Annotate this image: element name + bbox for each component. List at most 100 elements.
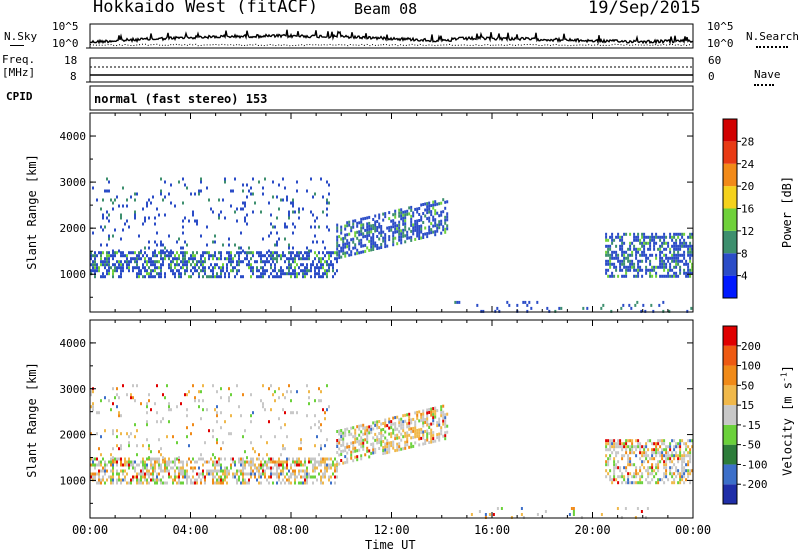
velocity-echo-cell [352,450,355,454]
power-echo-cell [304,257,306,261]
power-echo-cell [124,254,126,258]
power-echo-cell [182,251,184,255]
velocity-echo-cell [200,478,202,482]
velocity-echo-cell [675,466,678,470]
velocity-echo-cell [414,432,417,436]
velocity-echo-cell [272,460,274,464]
power-echo-cell [516,303,519,307]
power-echo-cell [675,247,678,251]
power-echo-cell [308,257,310,261]
power-echo-cell [628,303,631,307]
velocity-echo-cell [434,409,437,413]
velocity-echo-cell [430,434,433,438]
velocity-echo-cell [677,481,680,485]
velocity-echo-cell [621,472,624,476]
power-echo-cell [619,235,622,239]
velocity-echo-cell [226,466,228,470]
velocity-echo-cell [492,513,495,516]
velocity-echo-cell [340,429,343,432]
velocity-echo-cell [681,463,684,467]
velocity-echo-cell [120,481,122,485]
velocity-echo-cell [613,439,616,443]
velocity-echo-cell [154,460,156,464]
power-echo-cell [665,265,668,269]
power-echo-cell [134,251,136,255]
velocity-echo-cell [428,411,431,414]
power-echo-cell [194,263,196,267]
power-echo-cell [667,256,670,260]
power-echo-cell [164,272,166,276]
power-echo-cell [653,247,656,251]
power-echo-cell [623,256,626,260]
power-echo-cell [246,222,248,226]
power-echo-cell [372,224,375,227]
power-echo-cell [683,232,686,236]
power-echo-cell [112,263,114,267]
power-echo-cell [382,236,385,240]
power-echo-cell [671,235,674,239]
power-echo-cell [442,225,445,229]
power-echo-cell [220,272,222,276]
power-echo-cell [406,236,409,240]
velocity-echo-cell [146,472,148,476]
velocity-echo-cell [627,463,630,467]
power-echo-cell [677,253,680,257]
velocity-echo-cell [230,414,232,418]
velocity-echo-cell [613,445,616,449]
velocity-echo-cell [663,475,666,479]
power-echo-cell [238,260,240,264]
velocity-echo-cell [338,447,341,451]
power-echo-cell [673,256,676,260]
velocity-echo-cell [673,472,676,476]
power-echo-cell [414,225,417,229]
velocity-echo-cell [100,453,102,457]
velocity-echo-cell [258,469,260,473]
power-echo-cell [156,207,158,211]
power-echo-cell [446,212,449,216]
power-echo-cell [428,225,431,229]
velocity-echo-cell [683,451,686,455]
velocity-echo-cell [312,457,314,461]
power-echo-cell [148,246,150,250]
power-echo-cell [298,251,300,255]
velocity-echo-cell [248,460,250,464]
velocity-echo-cell [130,396,132,400]
power-echo-cell [262,266,264,270]
nsky-tick-top: 10^5 [52,20,79,33]
power-echo-cell [671,238,674,242]
velocity-echo-cell [144,475,146,479]
power-echo-cell [300,269,302,273]
velocity-echo-cell [304,478,306,482]
velocity-echo-cell [98,411,100,415]
power-echo-cell [627,247,630,251]
power-echo-cell [482,309,485,313]
velocity-echo-cell [388,420,391,424]
velocity-echo-cell [657,478,660,482]
x-tick-label: 00:00 [72,523,108,537]
velocity-echo-cell [258,466,260,470]
power-echo-cell [198,260,200,264]
power-echo-cell [304,272,306,276]
power-echo-cell [637,238,640,242]
velocity-colorbar-label: Velocity [m s-1] [780,356,795,486]
velocity-echo-cell [260,481,262,485]
power-echo-cell [286,225,288,229]
velocity-echo-cell [651,448,654,452]
velocity-echo-cell [216,463,218,467]
power-echo-cell [240,260,242,264]
velocity-echo-cell [336,469,338,473]
velocity-echo-cell [418,428,421,432]
velocity-echo-cell [98,447,100,451]
velocity-echo-cell [655,472,658,476]
velocity-echo-cell [284,396,286,400]
velocity-echo-cell [406,437,409,441]
power-echo-cell [657,247,660,251]
velocity-echo-cell [288,469,290,473]
power-echo-cell [428,219,431,223]
power-echo-cell [314,272,316,276]
velocity-echo-cell [166,466,168,470]
y-tick-label: 3000 [60,383,87,396]
power-echo-cell [188,257,190,261]
power-echo-cell [675,256,678,260]
power-echo-cell [328,251,330,255]
